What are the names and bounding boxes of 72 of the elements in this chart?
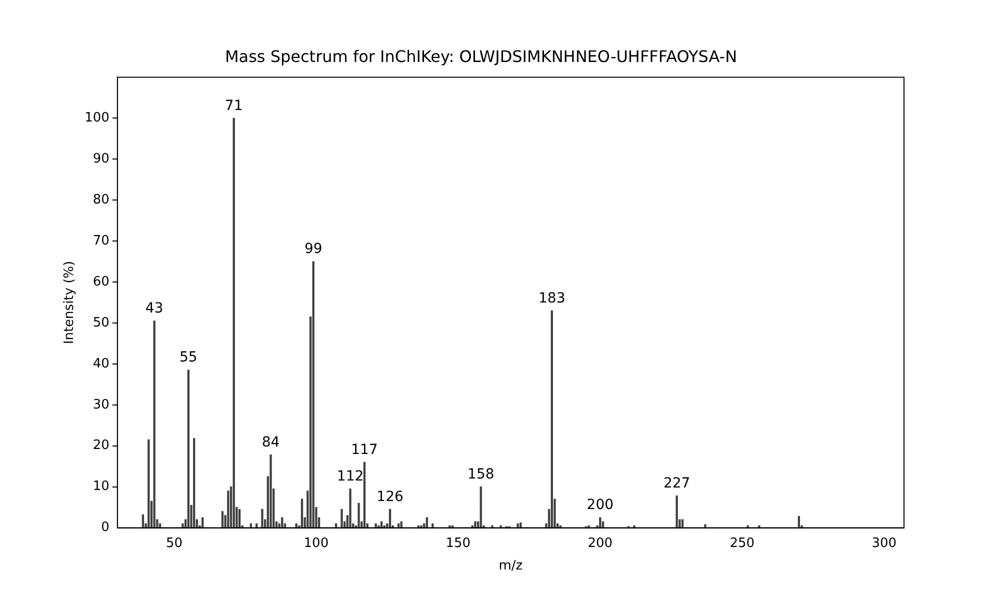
- chart-title: Mass Spectrum for InChIKey: OLWJDSIMKNHNEO-UHFFFAOYSA-N: [224, 46, 738, 66]
- y-tick-label: 60: [92, 274, 110, 290]
- annotation: 183: [538, 290, 566, 306]
- y-tick-label: 20: [92, 438, 110, 454]
- bar: [270, 454, 272, 528]
- bar: [227, 490, 230, 528]
- bar: [758, 525, 760, 528]
- x-tick-label: 50: [166, 536, 182, 551]
- bar: [232, 118, 235, 528]
- annotation: 84: [262, 434, 280, 451]
- bar: [261, 509, 264, 528]
- bar: [426, 517, 428, 528]
- y-tick-label: 90: [92, 152, 110, 166]
- bar: [221, 511, 224, 528]
- bar: [182, 523, 184, 528]
- bar: [187, 370, 190, 528]
- annotation: 200: [586, 497, 614, 514]
- x-tick-label: 200: [588, 536, 613, 551]
- annotation: 43: [145, 300, 164, 317]
- bar: [374, 523, 377, 528]
- bar: [148, 439, 150, 528]
- y-tick-label: 10: [92, 479, 110, 494]
- bar: [295, 523, 298, 528]
- bar: [633, 525, 636, 528]
- bar: [704, 524, 706, 528]
- bar: [238, 509, 241, 528]
- annotation: 71: [224, 98, 243, 114]
- x-tick-label: 150: [446, 536, 471, 551]
- x-tick-label: 300: [872, 536, 897, 551]
- bar: [588, 525, 590, 528]
- y-tick-label: 40: [92, 356, 110, 372]
- bar: [798, 516, 800, 528]
- bar: [474, 521, 476, 528]
- bar: [153, 320, 156, 528]
- bar: [420, 525, 422, 528]
- bar: [349, 488, 352, 528]
- bar: [193, 438, 196, 528]
- x-tick-label: 100: [304, 536, 329, 551]
- y-tick-label: 50: [92, 315, 110, 330]
- bar: [746, 525, 749, 528]
- bar: [340, 509, 343, 528]
- bar: [142, 514, 144, 528]
- bar: [520, 522, 522, 528]
- bar: [312, 261, 314, 528]
- y-tick-label: 70: [92, 233, 110, 248]
- y-axis-title: Intensity (%): [62, 260, 78, 344]
- y-tick-label: 80: [92, 192, 110, 208]
- annotation: 227: [663, 475, 690, 492]
- bar: [480, 486, 482, 528]
- bar: [599, 517, 602, 528]
- bar: [388, 509, 392, 528]
- x-axis-title: m/z: [498, 558, 523, 574]
- y-tick-label: 100: [84, 110, 110, 126]
- annotation: 55: [179, 350, 198, 366]
- bar: [358, 502, 360, 528]
- bar: [676, 496, 678, 528]
- bar: [500, 525, 502, 528]
- bar: [550, 310, 553, 528]
- y-tick-label: 0: [101, 520, 110, 536]
- bar: [300, 498, 304, 528]
- bar: [491, 525, 494, 528]
- annotation: 99: [304, 241, 322, 258]
- annotation: 112: [336, 468, 364, 485]
- y-tick-label: 30: [92, 397, 110, 412]
- bar: [516, 523, 519, 528]
- annotation: 158: [468, 466, 494, 482]
- x-tick-label: 250: [730, 536, 755, 551]
- bar: [202, 517, 204, 528]
- annotation: 126: [376, 489, 404, 506]
- bar: [281, 517, 284, 528]
- bar: [363, 462, 366, 528]
- annotation: 117: [351, 442, 378, 458]
